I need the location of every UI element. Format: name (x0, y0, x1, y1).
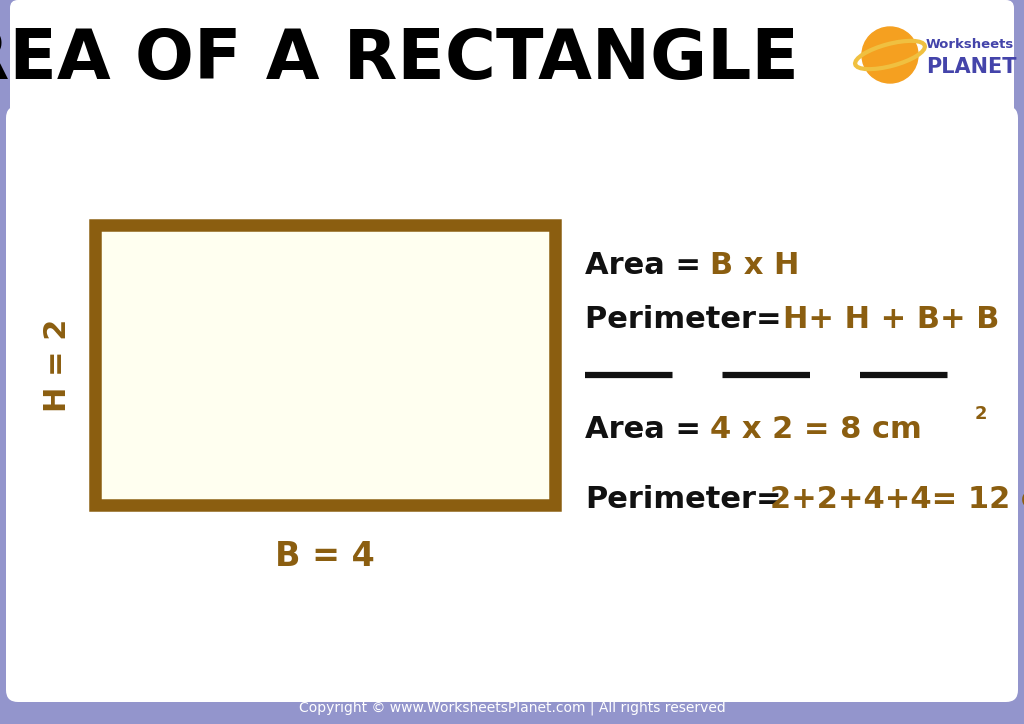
Text: B x H: B x H (710, 251, 800, 279)
Text: Area =: Area = (585, 416, 712, 445)
Text: Area =: Area = (585, 251, 712, 279)
Text: 2+2+4+4= 12 cm: 2+2+4+4= 12 cm (770, 486, 1024, 515)
Text: H+ H + B+ B: H+ H + B+ B (783, 306, 999, 334)
Text: Worksheets: Worksheets (926, 38, 1014, 51)
Text: B = 4: B = 4 (275, 541, 375, 573)
Text: Perimeter=: Perimeter= (585, 486, 781, 515)
Bar (95, 225, 555, 505)
FancyBboxPatch shape (6, 106, 1018, 702)
Text: 4 x 2 = 8 cm: 4 x 2 = 8 cm (710, 416, 922, 445)
Circle shape (862, 27, 918, 83)
Text: 2: 2 (975, 405, 987, 423)
Text: Perimeter=: Perimeter= (585, 306, 793, 334)
Text: AREA OF A RECTANGLE: AREA OF A RECTANGLE (0, 27, 799, 93)
Text: PLANET: PLANET (926, 57, 1017, 77)
FancyBboxPatch shape (10, 0, 1014, 116)
Text: Copyright © www.WorksheetsPlanet.com | All rights reserved: Copyright © www.WorksheetsPlanet.com | A… (299, 701, 725, 715)
Text: H = 2: H = 2 (43, 319, 72, 412)
